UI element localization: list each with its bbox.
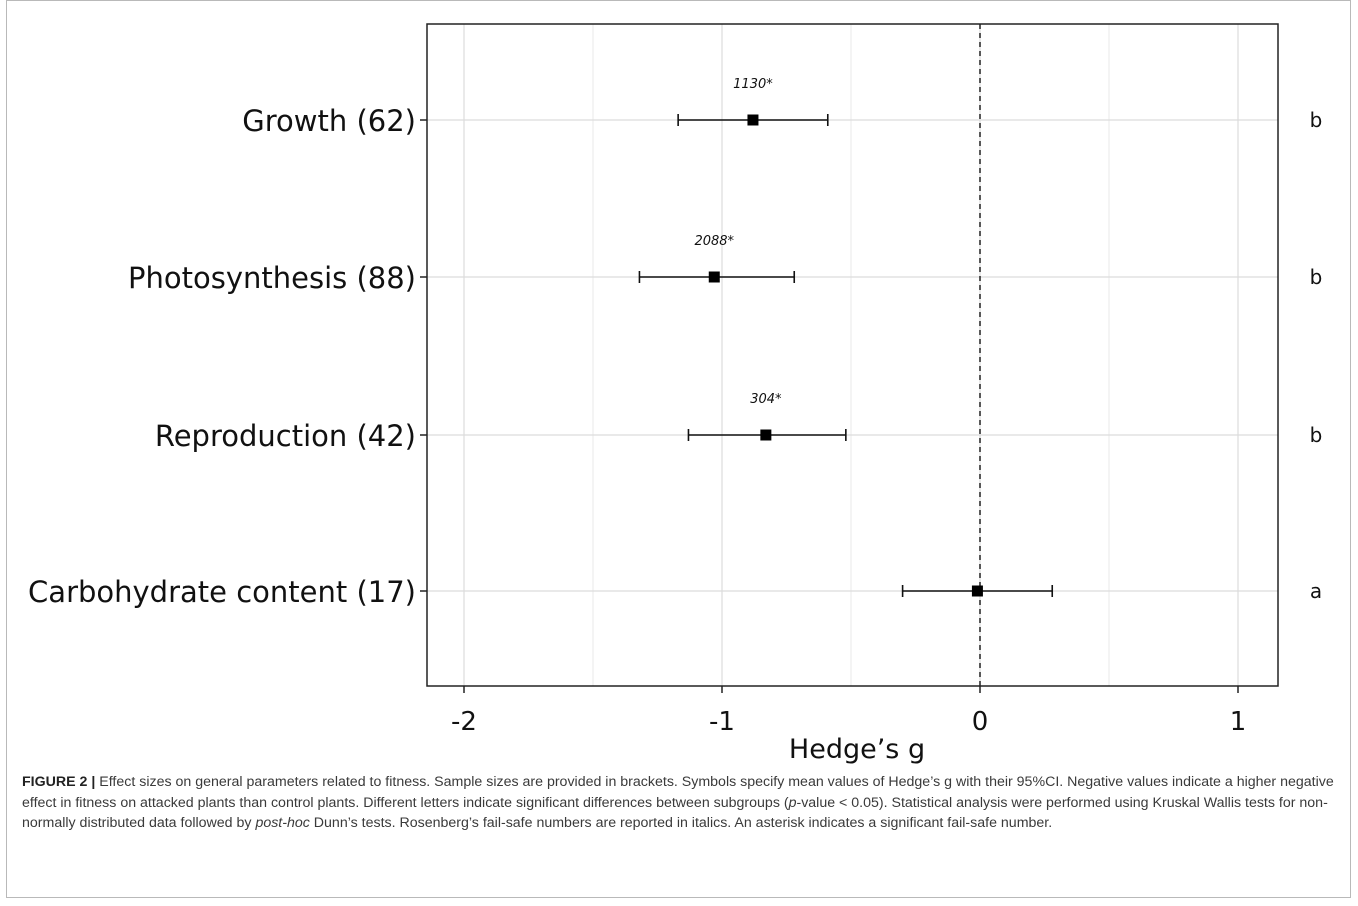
- forest-plot: Growth (62) 1130* b Photosynthesis (88) 2088…: [28, 23, 1322, 765]
- x-axis: -2 -1 0 1: [451, 686, 1246, 737]
- failsafe-label: 2088*: [694, 234, 734, 249]
- plot-area: [427, 24, 1278, 686]
- caption-text-2: -value < 0.05). Statistical analysis wer…: [22, 794, 1328, 832]
- x-tick-label: 1: [1230, 707, 1247, 737]
- caption-p-italic: p: [788, 794, 797, 811]
- caption-text-1: Effect sizes on general parameters relat…: [22, 774, 1334, 811]
- figure-caption: FIGURE 2 | Effect sizes on general param…: [22, 772, 1340, 834]
- group-letter: b: [1310, 265, 1323, 289]
- failsafe-label: 1130*: [733, 77, 773, 92]
- group-letter: a: [1310, 579, 1322, 603]
- group-letter: b: [1310, 108, 1323, 132]
- forest-row: Reproduction (42) 304* b: [155, 392, 1323, 453]
- x-axis-label: Hedge’s g: [789, 734, 925, 765]
- x-tick-label: -2: [451, 707, 477, 737]
- x-tick-label: -1: [709, 707, 735, 737]
- mean-point: [971, 585, 983, 597]
- group-letter: b: [1310, 423, 1323, 447]
- forest-row: Growth (62) 1130* b: [242, 77, 1322, 138]
- forest-row: Carbohydrate content (17) a: [28, 575, 1322, 609]
- x-tick-label: 0: [972, 707, 989, 737]
- mean-point: [747, 114, 759, 126]
- row-label: Carbohydrate content (17): [28, 575, 416, 609]
- figure-frame: [6, 0, 1351, 898]
- caption-posthoc-italic: post-hoc: [255, 815, 310, 832]
- row-label: Growth (62): [242, 104, 416, 138]
- figure-number: FIGURE 2 |: [22, 774, 96, 790]
- forest-row: Photosynthesis (88) 2088* b: [128, 234, 1322, 295]
- mean-point: [760, 429, 772, 441]
- caption-text-3: Dunn’s tests. Rosenberg’s fail-safe numb…: [309, 815, 1053, 832]
- plot-border: [426, 23, 1279, 687]
- row-label: Photosynthesis (88): [128, 261, 416, 295]
- failsafe-label: 304*: [750, 392, 782, 407]
- row-label: Reproduction (42): [155, 419, 416, 453]
- mean-point: [708, 271, 720, 283]
- forest-rows: Growth (62) 1130* b Photosynthesis (88) 2088…: [28, 77, 1322, 609]
